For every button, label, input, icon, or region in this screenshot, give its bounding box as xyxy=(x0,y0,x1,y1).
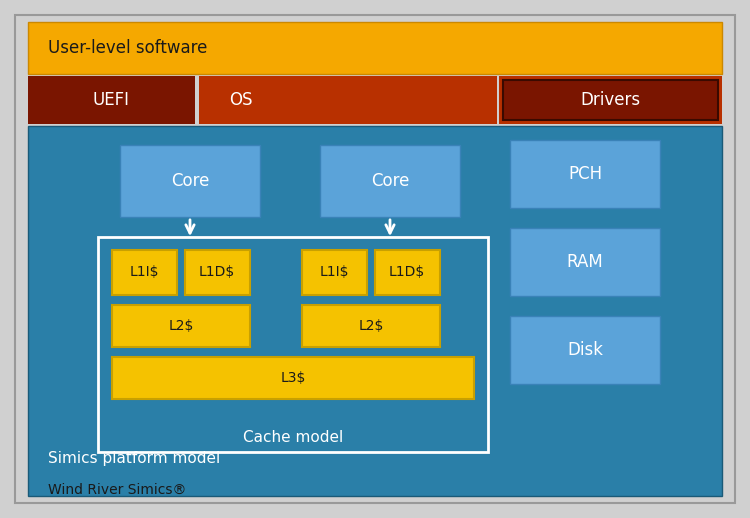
Bar xyxy=(120,145,260,217)
Bar xyxy=(28,22,722,74)
Text: L1I$: L1I$ xyxy=(320,266,349,280)
Bar xyxy=(510,140,660,208)
Bar xyxy=(199,76,497,124)
Text: RAM: RAM xyxy=(567,253,603,271)
Text: PCH: PCH xyxy=(568,165,602,183)
Text: Simics platform model: Simics platform model xyxy=(48,452,220,467)
Bar xyxy=(28,126,722,496)
Text: OS: OS xyxy=(229,91,253,109)
Bar xyxy=(185,250,250,295)
Text: UEFI: UEFI xyxy=(92,91,130,109)
Bar xyxy=(499,76,722,124)
Bar xyxy=(510,316,660,384)
Text: L3$: L3$ xyxy=(280,371,306,385)
Text: L1D$: L1D$ xyxy=(199,266,236,280)
Text: Drivers: Drivers xyxy=(580,91,640,109)
Bar xyxy=(112,357,474,399)
Bar xyxy=(302,305,440,347)
Text: Cache model: Cache model xyxy=(243,430,343,445)
Text: L1I$: L1I$ xyxy=(129,266,159,280)
Text: L1D$: L1D$ xyxy=(388,266,425,280)
Bar xyxy=(28,76,195,124)
Text: L2$: L2$ xyxy=(358,319,384,333)
Text: Core: Core xyxy=(171,172,209,190)
Text: Disk: Disk xyxy=(567,341,603,359)
Bar xyxy=(503,80,718,120)
Bar xyxy=(375,250,440,295)
Bar xyxy=(112,305,250,347)
Text: Wind River Simics®: Wind River Simics® xyxy=(48,483,186,497)
Text: Core: Core xyxy=(370,172,410,190)
Bar xyxy=(302,250,367,295)
Bar xyxy=(98,237,488,452)
Text: L2$: L2$ xyxy=(168,319,194,333)
Bar xyxy=(320,145,460,217)
Bar xyxy=(112,250,177,295)
Bar xyxy=(510,228,660,296)
Text: User-level software: User-level software xyxy=(48,39,207,57)
